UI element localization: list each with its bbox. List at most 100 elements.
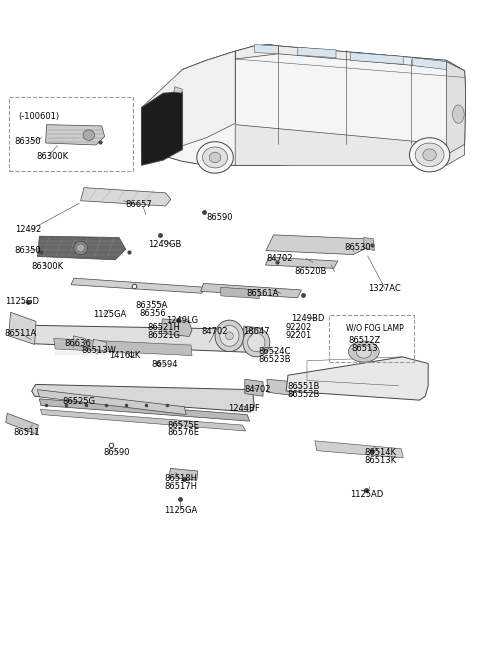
Text: 86514K: 86514K bbox=[365, 448, 397, 457]
Text: 86355A: 86355A bbox=[136, 301, 168, 310]
Text: 84702: 84702 bbox=[245, 385, 271, 394]
Polygon shape bbox=[142, 45, 466, 165]
Polygon shape bbox=[81, 188, 171, 206]
Text: 86657: 86657 bbox=[126, 200, 153, 209]
Text: 86518H: 86518H bbox=[164, 474, 197, 483]
Text: 86511A: 86511A bbox=[5, 329, 37, 338]
Text: 86356: 86356 bbox=[139, 309, 166, 318]
Polygon shape bbox=[245, 379, 263, 396]
Polygon shape bbox=[40, 409, 246, 431]
Polygon shape bbox=[254, 45, 278, 54]
Text: 86350: 86350 bbox=[14, 246, 41, 255]
Polygon shape bbox=[169, 468, 198, 480]
Polygon shape bbox=[39, 399, 250, 421]
Text: 1249BD: 1249BD bbox=[291, 314, 325, 323]
Text: 86511: 86511 bbox=[13, 428, 40, 438]
Text: 1125GA: 1125GA bbox=[164, 506, 197, 515]
Text: 86524C: 86524C bbox=[258, 347, 290, 356]
Text: 86512Z: 86512Z bbox=[348, 336, 381, 345]
Text: 86590: 86590 bbox=[206, 213, 233, 222]
Polygon shape bbox=[221, 287, 259, 298]
Polygon shape bbox=[413, 58, 446, 70]
Text: 86300K: 86300K bbox=[31, 262, 63, 271]
Text: 86517H: 86517H bbox=[164, 482, 197, 491]
Polygon shape bbox=[298, 47, 336, 58]
Polygon shape bbox=[203, 147, 228, 168]
Text: 86520B: 86520B bbox=[294, 267, 326, 276]
Polygon shape bbox=[6, 413, 38, 434]
Text: 86350: 86350 bbox=[14, 137, 41, 146]
Text: 1327AC: 1327AC bbox=[368, 284, 400, 293]
Polygon shape bbox=[415, 143, 444, 167]
Text: 86521G: 86521G bbox=[148, 331, 181, 340]
Text: 18647: 18647 bbox=[243, 327, 269, 337]
Text: 86590: 86590 bbox=[104, 448, 130, 457]
Text: 86576E: 86576E bbox=[167, 428, 199, 438]
Polygon shape bbox=[453, 105, 464, 123]
Polygon shape bbox=[220, 325, 239, 346]
Text: W/O FOG LAMP: W/O FOG LAMP bbox=[346, 323, 403, 333]
Polygon shape bbox=[92, 339, 107, 352]
Polygon shape bbox=[73, 336, 86, 348]
Text: 92201: 92201 bbox=[285, 331, 312, 340]
Polygon shape bbox=[348, 341, 379, 362]
Text: 84702: 84702 bbox=[202, 327, 228, 337]
Text: 1125AD: 1125AD bbox=[350, 490, 384, 499]
Text: 86575E: 86575E bbox=[167, 420, 199, 430]
Text: 86552B: 86552B bbox=[287, 390, 319, 399]
Text: 86594: 86594 bbox=[152, 360, 178, 369]
Polygon shape bbox=[71, 278, 205, 293]
Polygon shape bbox=[356, 345, 372, 358]
Polygon shape bbox=[197, 142, 233, 173]
Polygon shape bbox=[315, 441, 403, 458]
Text: 84702: 84702 bbox=[266, 254, 293, 263]
Text: 86561A: 86561A bbox=[246, 289, 278, 298]
Text: 1249GB: 1249GB bbox=[148, 240, 181, 249]
Polygon shape bbox=[142, 51, 235, 157]
Text: 86513W: 86513W bbox=[82, 346, 117, 356]
Polygon shape bbox=[243, 328, 270, 357]
Polygon shape bbox=[174, 87, 182, 93]
Text: 1125GA: 1125GA bbox=[93, 310, 126, 319]
Text: 86523B: 86523B bbox=[258, 355, 291, 364]
Polygon shape bbox=[209, 152, 221, 163]
Polygon shape bbox=[286, 357, 428, 400]
Polygon shape bbox=[423, 149, 436, 161]
Polygon shape bbox=[350, 52, 403, 64]
Text: 92202: 92202 bbox=[285, 323, 312, 333]
Text: 86300K: 86300K bbox=[36, 152, 68, 161]
Text: 86521H: 86521H bbox=[148, 323, 180, 333]
Polygon shape bbox=[74, 241, 87, 255]
Polygon shape bbox=[30, 325, 253, 352]
Text: (-100601): (-100601) bbox=[18, 112, 60, 121]
Polygon shape bbox=[9, 312, 36, 344]
Text: 1416LK: 1416LK bbox=[109, 351, 141, 360]
Text: 1244BF: 1244BF bbox=[228, 403, 260, 413]
Polygon shape bbox=[235, 45, 465, 77]
Polygon shape bbox=[32, 384, 254, 412]
Polygon shape bbox=[46, 125, 105, 145]
Polygon shape bbox=[235, 125, 465, 165]
Polygon shape bbox=[215, 320, 244, 352]
Polygon shape bbox=[54, 338, 192, 356]
Polygon shape bbox=[446, 62, 466, 155]
Polygon shape bbox=[83, 130, 95, 140]
Polygon shape bbox=[266, 235, 367, 255]
Text: 1249LG: 1249LG bbox=[166, 316, 198, 325]
Text: 86513: 86513 bbox=[352, 344, 378, 353]
Polygon shape bbox=[76, 244, 85, 252]
Polygon shape bbox=[142, 92, 182, 165]
Text: 86551B: 86551B bbox=[287, 382, 319, 391]
Polygon shape bbox=[248, 333, 265, 352]
Polygon shape bbox=[265, 257, 338, 268]
Bar bbox=[329, 315, 414, 362]
Text: 12492: 12492 bbox=[15, 225, 42, 234]
Polygon shape bbox=[267, 379, 294, 396]
Polygon shape bbox=[161, 319, 192, 337]
Polygon shape bbox=[226, 332, 233, 340]
Polygon shape bbox=[409, 138, 450, 172]
Polygon shape bbox=[201, 283, 301, 298]
Text: 1125GD: 1125GD bbox=[5, 297, 39, 306]
Polygon shape bbox=[37, 236, 126, 260]
Text: 86513K: 86513K bbox=[365, 456, 397, 465]
